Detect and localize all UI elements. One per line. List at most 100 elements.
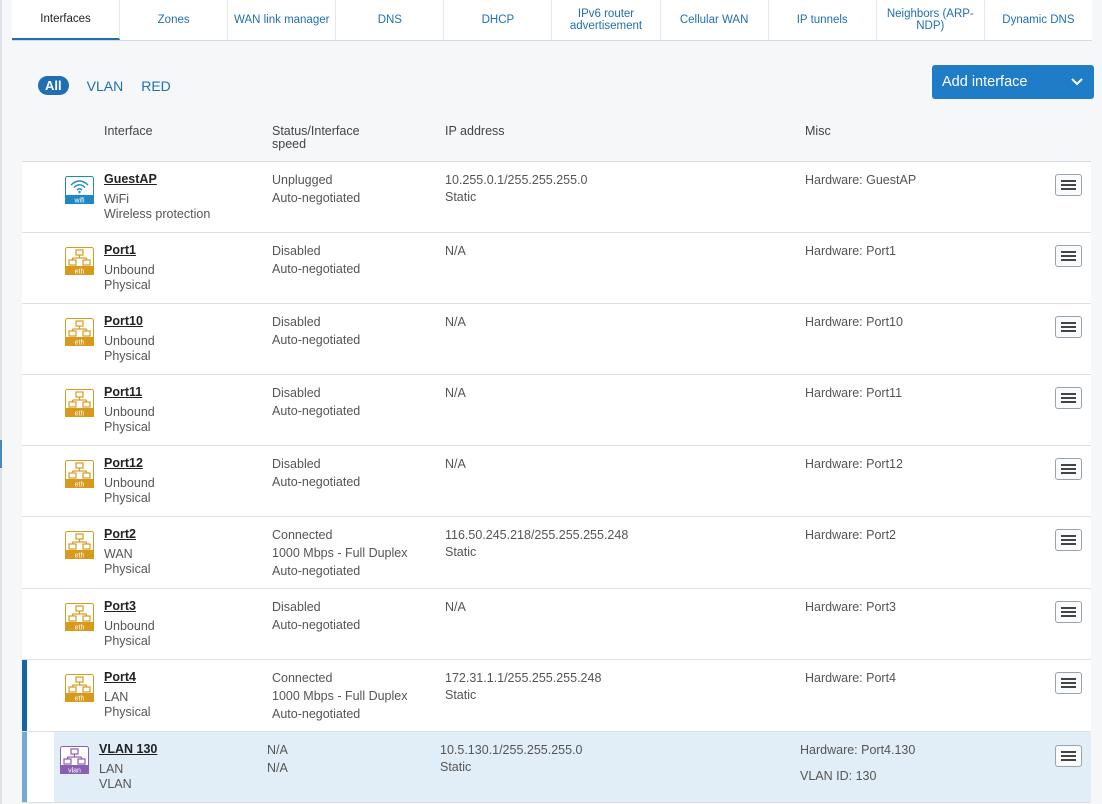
row-marker [22,517,54,588]
icon-label: eth [75,269,85,276]
menu-line [1061,607,1076,609]
filter-vlan[interactable]: VLAN [86,77,124,94]
status-text: Auto-negotiated [272,564,361,578]
row-menu-icon[interactable] [1055,316,1082,338]
row-marker [22,233,54,303]
menu-line [1061,539,1076,541]
status-text: Auto-negotiated [272,404,361,418]
hardware-info: Hardware: Port1 [805,244,897,258]
tab-zones[interactable]: Zones [120,0,229,40]
interface-subtype: VLAN [99,777,132,791]
table-row[interactable]: eth Port10 Unbound Physical Disabled Auto-neg… [22,304,1091,375]
tab-ip-tunnels[interactable]: IP tunnels [769,0,877,40]
row-marker [22,304,54,374]
filter-all[interactable]: All [38,76,69,95]
status-text: 1000 Mbps - Full Duplex [272,546,408,560]
interface-subtype: Physical [104,491,151,505]
tab-bar: Interfaces Zones WAN link manager DNS DH… [12,0,1092,41]
icon-label: eth [75,553,85,560]
status-text: Connected [272,671,333,685]
row-marker [22,732,54,802]
tab-dynamic-dns[interactable]: Dynamic DNS [1002,14,1075,26]
status-text: Disabled [272,600,321,614]
interface-subtype: Physical [104,349,151,363]
tab-cellular-wan[interactable]: Cellular WAN [661,0,769,40]
menu-line [1061,543,1076,545]
ethernet-icon: eth [65,247,94,275]
table-row[interactable]: vlan VLAN 130 LAN VLAN N/A N/A 10.5.130.1/255.… [22,732,1091,803]
status-text: Connected [272,528,333,542]
menu-line [1061,468,1076,470]
tab-dhcp[interactable]: DHCP [444,0,553,40]
tab-wan-link-manager[interactable]: WAN link manager [228,0,337,40]
row-menu-icon[interactable] [1055,387,1082,409]
interface-name-link[interactable]: Port4 [104,670,136,684]
menu-line [1061,751,1076,753]
ip-address: N/A [445,315,466,329]
ip-address: 116.50.245.218/255.255.255.248 [445,528,629,542]
window-edge-marker [0,440,2,468]
table-row[interactable]: eth Port11 Unbound Physical Disabled Auto-neg… [22,375,1091,446]
hardware-info: Hardware: Port4.130 [800,743,916,757]
wifi-icon: wifi [65,176,94,204]
ip-mode: Static [445,190,477,204]
ip-mode: Static [445,545,477,559]
window-edge [0,0,2,804]
tab-dns[interactable]: DNS [336,0,445,40]
icon-label: eth [75,340,85,347]
status-text: 1000 Mbps - Full Duplex [272,689,408,703]
interface-name-link[interactable]: Port1 [104,243,136,257]
row-marker [22,162,54,232]
row-menu-icon[interactable] [1055,601,1082,623]
interface-name-link[interactable]: Port10 [104,314,143,328]
menu-line [1061,686,1076,688]
interface-name-link[interactable]: Port12 [104,456,143,470]
menu-line [1061,755,1076,757]
table-row[interactable]: wifi GuestAP WiFi Wireless protection Unplug… [22,162,1091,233]
menu-line [1061,611,1076,613]
interface-subtype: Wireless protection [104,207,211,221]
row-menu-icon[interactable] [1055,245,1082,267]
row-marker [22,375,54,445]
interface-name-link[interactable]: GuestAP [104,172,157,186]
tab-interfaces[interactable]: Interfaces [12,0,121,40]
table-row[interactable]: eth Port4 LAN Physical Connected 1000 Mbps - … [22,660,1091,732]
ip-address: N/A [445,244,466,258]
vlan-id-info: VLAN ID: 130 [800,769,877,783]
ip-address: 10.255.0.1/255.255.255.0 [445,173,588,187]
ethernet-icon: eth [65,460,94,488]
ip-mode: Static [445,688,477,702]
column-header-status: Status/Interface speed [272,124,360,151]
filter-red[interactable]: RED [141,77,171,94]
row-menu-icon[interactable] [1055,745,1082,767]
menu-line [1061,397,1076,399]
row-menu-icon[interactable] [1055,458,1082,480]
interface-name-link[interactable]: Port11 [104,385,143,399]
interface-type: Unbound [104,405,155,419]
table-row[interactable]: eth Port12 Unbound Physical Disabled Auto-neg… [22,446,1091,517]
row-menu-icon[interactable] [1055,174,1082,196]
ip-address: N/A [445,600,466,614]
menu-line [1061,393,1076,395]
icon-label: eth [75,625,85,632]
interface-name-link[interactable]: VLAN 130 [99,742,158,756]
table-row[interactable]: eth Port1 Unbound Physical Disabled Auto-nego… [22,233,1091,304]
table-row[interactable]: eth Port3 Unbound Physical Disabled Auto-nego… [22,589,1091,660]
row-menu-icon[interactable] [1055,672,1082,694]
tab-neighbors[interactable]: Neighbors (ARP-NDP) [877,0,985,40]
menu-line [1061,330,1076,332]
menu-line [1061,682,1076,684]
interface-type: WiFi [104,192,129,206]
interface-name-link[interactable]: Port2 [104,527,136,541]
table-row[interactable]: eth Port2 WAN Physical Connected 1000 Mbps - … [22,517,1091,589]
interface-subtype: Physical [104,278,151,292]
row-menu-icon[interactable] [1055,529,1082,551]
interface-name-link[interactable]: Port3 [104,599,136,613]
add-interface-button[interactable]: Add interface [932,65,1094,99]
vlan-icon: vlan [60,746,89,774]
menu-line [1061,678,1076,680]
ip-address: 10.5.130.1/255.255.255.0 [440,743,583,757]
tab-ipv6-router-advertisement[interactable]: IPv6 router advertisement [552,0,661,40]
icon-label: eth [75,696,85,703]
hardware-info: Hardware: Port12 [805,457,903,471]
